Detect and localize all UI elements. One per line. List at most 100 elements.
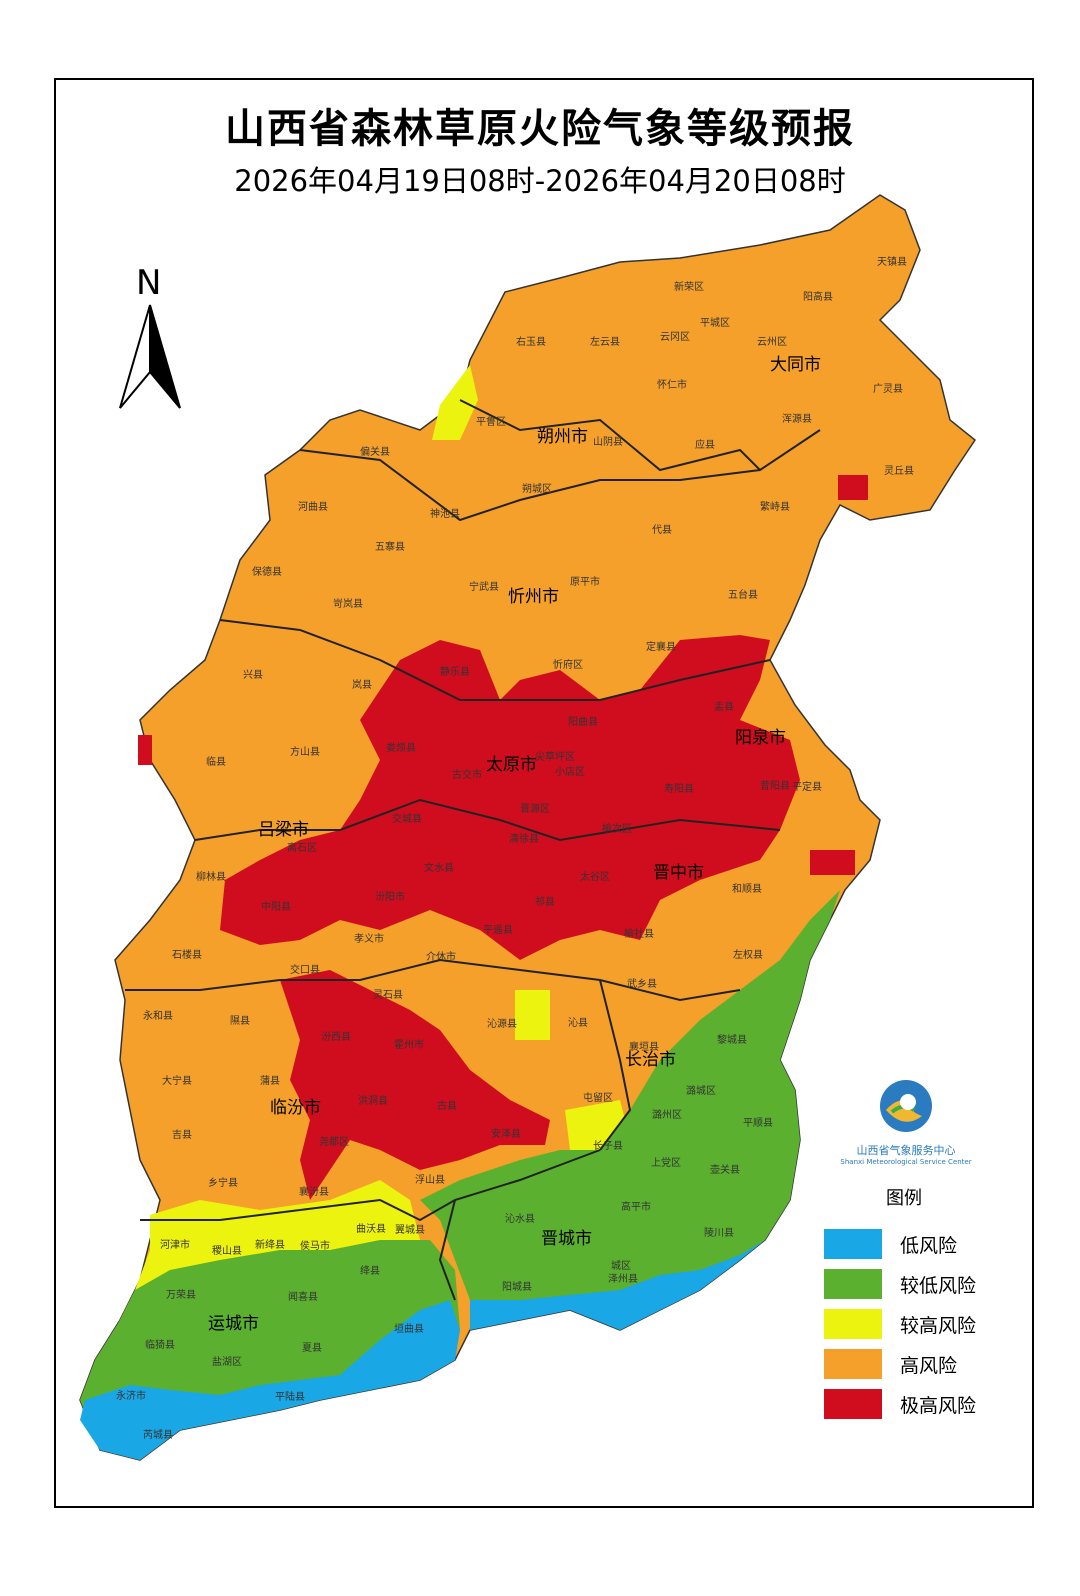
county-label: 翼城县 bbox=[395, 1224, 425, 1236]
county-label: 盂县 bbox=[714, 701, 734, 713]
county-label: 娄烦县 bbox=[386, 741, 416, 754]
legend-item: 高风险 bbox=[824, 1344, 1004, 1384]
met-service-logo: 山西省气象服务中心 Shanxi Meteorological Service … bbox=[826, 1076, 986, 1166]
county-label: 古交市 bbox=[452, 768, 482, 781]
county-label: 乡宁县 bbox=[208, 1176, 238, 1189]
county-label: 忻府区 bbox=[553, 658, 583, 671]
county-label: 右玉县 bbox=[516, 335, 546, 348]
county-label: 朔城区 bbox=[522, 482, 552, 495]
legend-swatch bbox=[824, 1269, 882, 1299]
county-label: 阳城县 bbox=[502, 1281, 532, 1293]
county-label: 浮山县 bbox=[415, 1174, 445, 1186]
county-label: 左云县 bbox=[590, 335, 620, 348]
legend-item: 极高风险 bbox=[824, 1384, 1004, 1424]
county-label: 潞城区 bbox=[686, 1084, 716, 1097]
county-label: 应县 bbox=[695, 438, 715, 451]
county-label: 河津市 bbox=[160, 1238, 190, 1251]
county-label: 屯留区 bbox=[583, 1091, 613, 1104]
legend-item: 低风险 bbox=[824, 1224, 1004, 1264]
county-label: 大宁县 bbox=[162, 1074, 192, 1087]
county-label: 尖草坪区 bbox=[535, 750, 575, 763]
county-label: 汾西县 bbox=[321, 1031, 351, 1043]
county-label: 尧都区 bbox=[319, 1135, 349, 1148]
extreme-risk-east bbox=[810, 850, 855, 875]
county-label: 泽州县 bbox=[608, 1273, 638, 1285]
logo-cn-text: 山西省气象服务中心 bbox=[856, 1144, 956, 1157]
city-label: 朔州市 bbox=[537, 427, 588, 447]
city-label: 晋城市 bbox=[541, 1229, 592, 1249]
county-label: 寿阳县 bbox=[664, 782, 694, 795]
legend-swatch bbox=[824, 1349, 882, 1379]
county-label: 太谷区 bbox=[580, 870, 610, 883]
county-label: 洪洞县 bbox=[358, 1095, 388, 1107]
county-label: 蒲县 bbox=[260, 1074, 280, 1087]
legend-label: 较高风险 bbox=[900, 1314, 977, 1337]
legend-swatch bbox=[824, 1229, 882, 1259]
low-risk-jincheng bbox=[470, 1240, 765, 1330]
city-label: 忻州市 bbox=[508, 587, 559, 607]
county-label: 石楼县 bbox=[172, 948, 202, 961]
county-label: 新绛县 bbox=[255, 1238, 285, 1251]
county-label: 昔阳县 bbox=[760, 780, 790, 792]
city-label: 吕梁市 bbox=[258, 820, 309, 840]
county-label: 怀仁市 bbox=[657, 378, 687, 391]
county-label: 平遥县 bbox=[483, 923, 513, 936]
county-label: 介休市 bbox=[426, 950, 456, 963]
legend-swatch bbox=[824, 1309, 882, 1339]
county-label: 保德县 bbox=[252, 565, 282, 578]
county-label: 阳曲县 bbox=[568, 716, 598, 728]
county-label: 灵丘县 bbox=[884, 465, 914, 477]
county-label: 清徐县 bbox=[509, 832, 539, 845]
county-label: 岚县 bbox=[352, 679, 372, 691]
logo-icon bbox=[880, 1080, 932, 1132]
higher-risk-qinyuan bbox=[515, 990, 550, 1040]
city-label: 太原市 bbox=[486, 755, 537, 775]
county-label: 芮城县 bbox=[143, 1428, 173, 1441]
north-label: N bbox=[136, 263, 161, 303]
county-label: 祁县 bbox=[535, 895, 555, 908]
north-arrow-icon: N bbox=[119, 263, 181, 409]
county-label: 临猗县 bbox=[145, 1338, 175, 1351]
county-label: 左权县 bbox=[733, 948, 763, 961]
legend-item: 较高风险 bbox=[824, 1304, 1004, 1344]
city-label: 临汾市 bbox=[270, 1098, 321, 1118]
county-label: 交城县 bbox=[392, 812, 422, 825]
legend-swatch bbox=[824, 1389, 882, 1419]
county-label: 绛县 bbox=[360, 1264, 380, 1277]
county-label: 五寨县 bbox=[375, 540, 405, 553]
county-label: 沁水县 bbox=[505, 1213, 535, 1225]
county-label: 兴县 bbox=[243, 669, 263, 681]
county-label: 中阳县 bbox=[261, 900, 291, 913]
county-label: 上党区 bbox=[651, 1156, 681, 1169]
county-label: 吉县 bbox=[172, 1129, 192, 1141]
county-label: 云州区 bbox=[757, 336, 787, 348]
county-label: 偏关县 bbox=[360, 445, 390, 458]
county-label: 武乡县 bbox=[627, 977, 657, 990]
county-label: 离石区 bbox=[287, 841, 317, 854]
legend-item: 较低风险 bbox=[824, 1264, 1004, 1304]
city-boundaries bbox=[125, 399, 821, 1301]
county-label: 代县 bbox=[652, 524, 672, 536]
county-label: 云冈区 bbox=[660, 331, 690, 343]
county-label: 襄汾县 bbox=[299, 1185, 329, 1198]
county-label: 平顺县 bbox=[743, 1117, 773, 1129]
county-label: 临县 bbox=[206, 755, 226, 768]
county-label: 静乐县 bbox=[440, 665, 470, 678]
county-label: 陵川县 bbox=[704, 1227, 734, 1239]
extreme-risk-lingqiu bbox=[838, 475, 868, 500]
county-label: 壶关县 bbox=[710, 1163, 740, 1176]
legend-label: 较低风险 bbox=[900, 1274, 977, 1297]
county-label: 方山县 bbox=[290, 745, 320, 758]
county-label: 五台县 bbox=[728, 588, 758, 601]
county-label: 黎城县 bbox=[717, 1033, 747, 1046]
county-label: 长子县 bbox=[593, 1140, 623, 1152]
city-label: 阳泉市 bbox=[735, 728, 786, 748]
county-label: 平鲁区 bbox=[476, 415, 506, 428]
county-label: 盐湖区 bbox=[212, 1355, 242, 1368]
city-label: 长治市 bbox=[625, 1050, 676, 1070]
city-label: 晋中市 bbox=[653, 863, 704, 883]
county-label: 交口县 bbox=[290, 963, 320, 976]
county-label: 侯马市 bbox=[300, 1239, 330, 1252]
county-label: 柳林县 bbox=[196, 870, 226, 883]
